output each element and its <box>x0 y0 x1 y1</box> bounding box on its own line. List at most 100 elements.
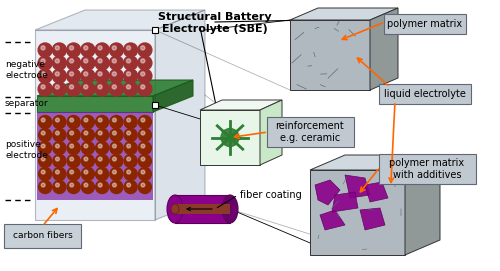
Circle shape <box>110 69 124 83</box>
Circle shape <box>110 115 123 128</box>
Circle shape <box>67 115 80 128</box>
Circle shape <box>67 128 80 141</box>
Circle shape <box>53 180 66 193</box>
Circle shape <box>70 85 73 89</box>
Ellipse shape <box>171 204 179 214</box>
Circle shape <box>124 180 137 193</box>
Polygon shape <box>175 204 230 214</box>
Circle shape <box>98 183 102 187</box>
Circle shape <box>41 183 45 187</box>
Circle shape <box>70 144 73 148</box>
Circle shape <box>140 85 145 89</box>
Circle shape <box>82 128 94 141</box>
FancyBboxPatch shape <box>4 224 81 248</box>
Circle shape <box>81 82 95 96</box>
Circle shape <box>98 85 102 89</box>
Circle shape <box>124 115 137 128</box>
Circle shape <box>98 170 102 174</box>
Circle shape <box>110 180 123 193</box>
Polygon shape <box>35 10 205 30</box>
Circle shape <box>138 115 151 128</box>
Circle shape <box>112 72 116 76</box>
Circle shape <box>221 128 239 147</box>
Polygon shape <box>365 182 388 202</box>
Circle shape <box>141 183 145 187</box>
Circle shape <box>98 72 102 76</box>
Polygon shape <box>315 180 340 205</box>
Circle shape <box>66 56 80 70</box>
Circle shape <box>110 56 124 70</box>
Polygon shape <box>310 170 405 255</box>
Polygon shape <box>155 10 205 220</box>
Circle shape <box>98 118 102 122</box>
Circle shape <box>56 170 60 174</box>
Circle shape <box>110 82 124 96</box>
Circle shape <box>110 141 123 154</box>
Circle shape <box>84 59 88 63</box>
Polygon shape <box>290 8 398 20</box>
Circle shape <box>38 69 52 83</box>
Circle shape <box>126 118 130 122</box>
Circle shape <box>41 85 45 89</box>
Circle shape <box>98 157 102 161</box>
Circle shape <box>110 128 123 141</box>
Text: carbon fibers: carbon fibers <box>12 231 72 240</box>
Circle shape <box>126 85 130 89</box>
Circle shape <box>38 180 52 193</box>
Circle shape <box>56 157 60 161</box>
Circle shape <box>126 144 130 148</box>
Circle shape <box>95 43 109 57</box>
Circle shape <box>96 128 108 141</box>
Circle shape <box>41 170 45 174</box>
Circle shape <box>55 46 60 50</box>
Circle shape <box>38 154 52 167</box>
Circle shape <box>110 43 124 57</box>
FancyBboxPatch shape <box>379 84 471 104</box>
Circle shape <box>141 118 145 122</box>
Text: polymer matrix
with additives: polymer matrix with additives <box>390 158 464 180</box>
Circle shape <box>56 118 60 122</box>
Circle shape <box>52 69 66 83</box>
Circle shape <box>81 69 95 83</box>
Circle shape <box>84 46 88 50</box>
Circle shape <box>52 82 66 96</box>
Circle shape <box>124 141 137 154</box>
Circle shape <box>55 59 60 63</box>
Circle shape <box>66 69 80 83</box>
Circle shape <box>96 154 108 167</box>
Circle shape <box>84 144 88 148</box>
Polygon shape <box>320 210 345 230</box>
Circle shape <box>138 180 151 193</box>
Circle shape <box>126 157 130 161</box>
Circle shape <box>126 131 130 135</box>
Circle shape <box>112 118 116 122</box>
Circle shape <box>67 141 80 154</box>
Text: reinforcement
e.g. ceramic: reinforcement e.g. ceramic <box>276 121 344 143</box>
Circle shape <box>141 157 145 161</box>
Circle shape <box>112 46 116 50</box>
Polygon shape <box>200 110 260 165</box>
Circle shape <box>70 157 73 161</box>
Circle shape <box>70 118 73 122</box>
Circle shape <box>138 82 152 96</box>
Circle shape <box>141 170 145 174</box>
Circle shape <box>38 43 52 57</box>
Circle shape <box>140 59 145 63</box>
Circle shape <box>98 59 102 63</box>
Circle shape <box>124 167 137 180</box>
Circle shape <box>70 72 73 76</box>
Text: separator: separator <box>5 99 49 108</box>
Circle shape <box>82 141 94 154</box>
Circle shape <box>70 59 73 63</box>
Circle shape <box>41 72 45 76</box>
Circle shape <box>124 69 138 83</box>
Circle shape <box>56 144 60 148</box>
Circle shape <box>53 167 66 180</box>
Circle shape <box>112 144 116 148</box>
Circle shape <box>41 157 45 161</box>
Polygon shape <box>37 96 153 112</box>
Circle shape <box>126 170 130 174</box>
Circle shape <box>138 43 152 57</box>
Polygon shape <box>345 175 370 198</box>
Text: liquid electrolyte: liquid electrolyte <box>384 89 466 99</box>
